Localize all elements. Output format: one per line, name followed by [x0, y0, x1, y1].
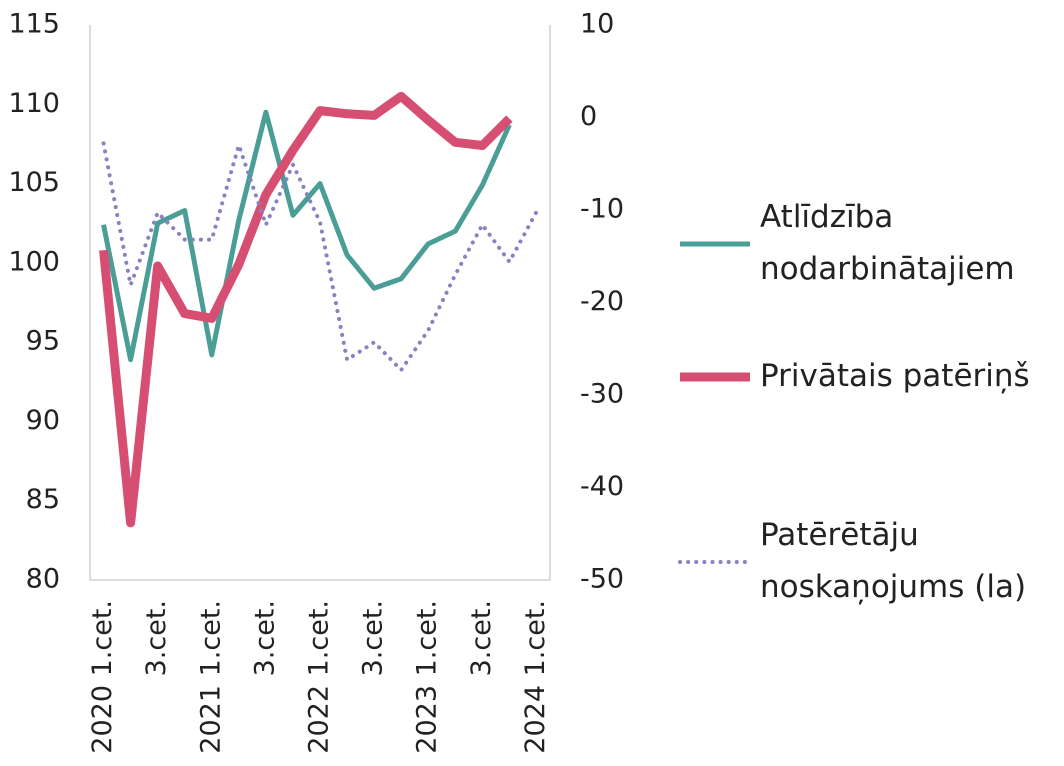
x-tick-label: 3.cet. [141, 600, 172, 676]
x-tick-label: 3.cet. [466, 600, 497, 676]
legend-label: Privātais patēriņš [760, 358, 1030, 394]
series-line [101, 141, 539, 373]
y2-tick-label: -10 [580, 194, 624, 225]
x-tick-label: 2023 1.cet. [412, 600, 443, 754]
x-tick-label: 3.cet. [358, 600, 389, 676]
y-tick-label: 115 [8, 9, 60, 40]
y2-tick-label: 0 [580, 101, 597, 132]
y-tick-label: 95 [26, 326, 60, 357]
x-tick-label: 2022 1.cet. [304, 600, 335, 754]
y2-tick-label: -50 [580, 564, 624, 595]
legend-label: Patērētāju noskaņojums (la) [760, 517, 1026, 605]
y2-tick-label: -40 [580, 471, 624, 502]
x-tick-label: 2020 1.cet. [87, 600, 118, 754]
y2-tick-label: 10 [580, 9, 614, 40]
y-tick-label: 100 [8, 246, 60, 277]
y-tick-label: 85 [26, 484, 60, 515]
y2-tick-label: -20 [580, 286, 624, 317]
legend-label: Atlīdzība nodarbinātajiem [760, 199, 1015, 287]
y-tick-label: 80 [26, 564, 60, 595]
y-tick-label: 110 [8, 88, 60, 119]
x-tick-label: 3.cet. [249, 600, 280, 676]
series-line [99, 91, 513, 528]
y-tick-label: 105 [8, 167, 60, 198]
x-tick-label: 2024 1.cet. [520, 600, 551, 754]
y-tick-label: 90 [26, 405, 60, 436]
y2-tick-label: -30 [580, 379, 624, 410]
series-line [101, 109, 512, 363]
x-tick-label: 2021 1.cet. [195, 600, 226, 754]
